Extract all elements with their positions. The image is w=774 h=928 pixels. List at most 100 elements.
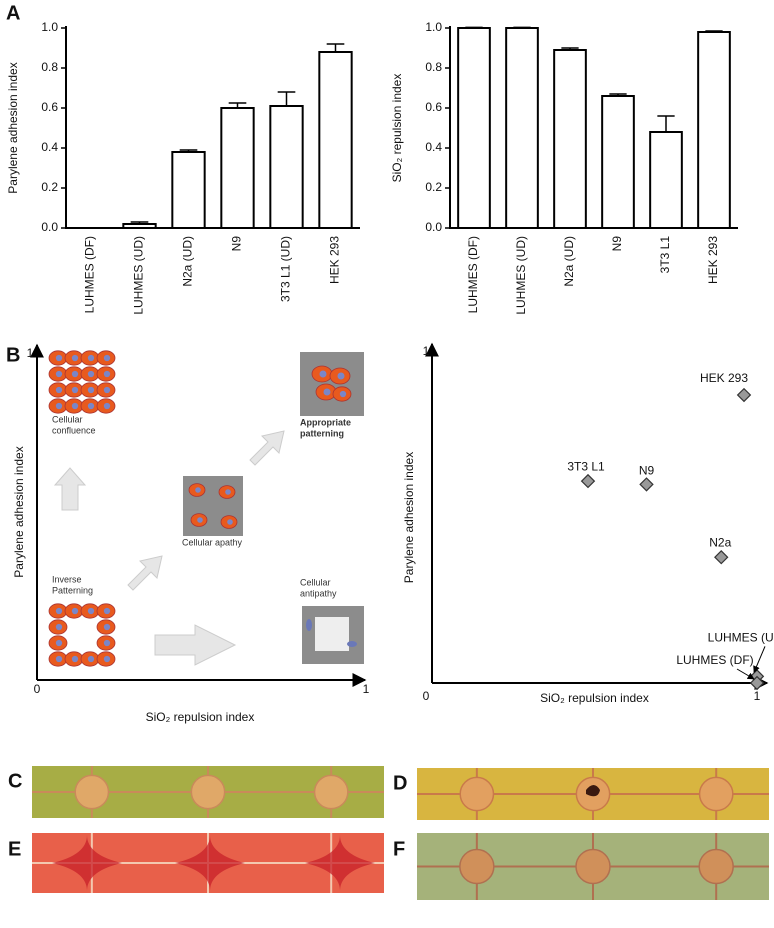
y-tick-label: 1.0 — [425, 20, 442, 34]
point-label: LUHMES (UD) — [708, 631, 774, 645]
nucleus — [103, 370, 111, 378]
x-axis-label: SiO₂ repulsion index — [540, 691, 649, 705]
bar — [553, 49, 587, 229]
x-tick-label: LUHMES (DF) — [83, 236, 97, 313]
nucleus — [87, 607, 95, 615]
nucleus — [103, 354, 111, 362]
nucleus — [103, 386, 111, 394]
y-tick-label: 1 — [423, 344, 430, 358]
nucleus — [319, 370, 327, 378]
cell-cluster — [175, 835, 245, 891]
bar — [269, 105, 304, 229]
nucleus — [71, 402, 79, 410]
cell — [306, 619, 312, 631]
point-label: N9 — [639, 464, 655, 478]
nucleus — [87, 402, 95, 410]
point-label: N2a — [709, 535, 731, 549]
nucleus — [71, 386, 79, 394]
bar — [601, 95, 635, 229]
state-label: patterning — [300, 428, 344, 438]
bar — [220, 107, 255, 229]
panel-label: F — [393, 838, 405, 860]
point-label: HEK 293 — [700, 371, 748, 385]
point — [639, 477, 654, 492]
pad — [313, 774, 349, 810]
point-label: LUHMES (DF) — [676, 653, 753, 667]
state-label: Inverse — [52, 574, 82, 584]
arrow — [154, 624, 237, 666]
panel-label: B — [6, 344, 20, 366]
axis — [449, 26, 738, 229]
nucleus — [103, 607, 111, 615]
x-tick-label: 3T3 L1 — [658, 236, 672, 274]
pad — [459, 848, 495, 885]
y-tick-label: 1.0 — [41, 20, 58, 34]
y-tick-label: 0.0 — [425, 220, 442, 234]
bar — [649, 131, 683, 229]
x-tick-label: N9 — [230, 236, 244, 252]
x-tick-label: N2a (UD) — [562, 236, 576, 287]
cell-cluster — [52, 835, 122, 891]
x-tick-label: HEK 293 — [706, 236, 720, 284]
point-label: 3T3 L1 — [567, 459, 605, 473]
nucleus — [55, 386, 63, 394]
x-tick-label: LUHMES (DF) — [466, 236, 480, 313]
pad — [698, 776, 734, 812]
point — [749, 675, 765, 691]
cell — [347, 641, 357, 647]
y-tick-label: 0.0 — [41, 220, 58, 234]
y-tick-label: 0.6 — [425, 100, 442, 114]
cell-cluster — [305, 835, 375, 891]
nucleus — [71, 370, 79, 378]
tile — [300, 352, 364, 416]
x-tick-label: N2a (UD) — [181, 236, 195, 287]
panel-label: D — [393, 772, 407, 794]
pad — [575, 848, 611, 885]
y-tick-label: 0.2 — [425, 180, 442, 194]
arrow — [249, 430, 285, 466]
point — [736, 387, 752, 403]
nucleus — [103, 639, 111, 647]
y-tick-label: 1 — [27, 346, 34, 360]
bar — [457, 27, 491, 229]
state-label: Cellular apathy — [182, 537, 243, 547]
nucleus — [103, 623, 111, 631]
x-tick-label: LUHMES (UD) — [132, 236, 146, 315]
panel-label: C — [8, 770, 22, 792]
state-label: Cellular — [300, 577, 331, 587]
micrographs — [32, 766, 769, 900]
nucleus — [55, 623, 63, 631]
nucleus — [55, 370, 63, 378]
nucleus — [195, 487, 201, 493]
nucleus — [103, 655, 111, 663]
diagram: 1 0 1 Parylene adhesion index SiO₂ repul… — [12, 343, 370, 724]
nucleus — [71, 655, 79, 663]
nucleus — [71, 607, 79, 615]
x-tick-label: 0 — [34, 682, 41, 696]
nucleus — [337, 372, 345, 380]
pad — [74, 774, 110, 810]
nucleus — [339, 390, 347, 398]
x-tick-label: 0 — [423, 689, 430, 703]
state-label: antipathy — [300, 588, 337, 598]
x-tick-label: HEK 293 — [328, 236, 342, 284]
y-axis-label: Parylene adhesion index — [402, 452, 416, 583]
nucleus — [225, 489, 231, 495]
pad — [315, 617, 349, 651]
panel-label: A — [6, 2, 20, 24]
y-axis-label: Parylene adhesion index — [6, 62, 20, 193]
nucleus — [103, 402, 111, 410]
y-tick-label: 0.8 — [425, 60, 442, 74]
state-label: Appropriate — [300, 417, 351, 427]
nucleus — [87, 354, 95, 362]
bar — [171, 151, 206, 229]
y-tick-label: 0.4 — [425, 140, 442, 154]
leader-arrow — [736, 668, 755, 680]
x-tick-label: 1 — [363, 682, 370, 696]
y-axis-label: SiO₂ repulsion index — [390, 74, 404, 183]
state-label: confluence — [52, 425, 96, 435]
nucleus — [55, 354, 63, 362]
nucleus — [71, 354, 79, 362]
point — [714, 550, 729, 565]
